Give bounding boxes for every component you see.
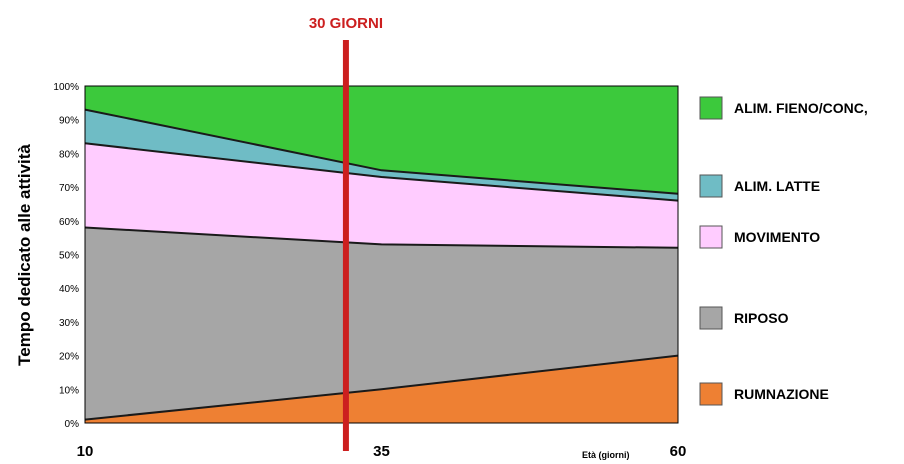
y-tick-label: 80%: [59, 149, 79, 160]
chart-boundaries: [84, 108, 679, 421]
marker-label: 30 GIORNI: [309, 15, 383, 32]
y-axis-label: Tempo dedicato alle attività: [15, 144, 34, 366]
y-tick-label: 20%: [59, 352, 79, 363]
boundary-line: [84, 354, 679, 421]
legend-label: RIPOSO: [734, 310, 789, 326]
legend-label: ALIM. FIENO/CONC,: [734, 100, 868, 116]
y-axis: 0% 10% 20% 30% 40% 50% 60% 70% 80% 90% 100%: [53, 82, 79, 430]
x-axis-label: Età (giorni): [582, 450, 630, 460]
legend-swatch: [699, 174, 723, 198]
boundary-line: [84, 226, 679, 249]
legend-label: ALIM. LATTE: [734, 178, 820, 194]
x-tick-label: 60: [670, 443, 687, 460]
legend-label: MOVIMENTO: [734, 229, 820, 245]
y-tick-label: 0%: [65, 419, 80, 430]
area-alim-latte: [85, 109, 678, 201]
legend-swatch: [699, 96, 723, 120]
y-tick-label: 30%: [59, 318, 79, 329]
area-alim-fieno-conc: [85, 86, 678, 194]
plot-frame: [84, 85, 679, 424]
legend-swatch: [699, 382, 723, 406]
chart-areas: [85, 86, 678, 423]
x-tick-label: 10: [77, 443, 94, 460]
y-tick-label: 10%: [59, 385, 79, 396]
legend: ALIM. FIENO/CONC, ALIM. LATTE MOVIMENTO RIP…: [699, 96, 868, 406]
x-axis: 10 35 60: [77, 443, 687, 460]
y-tick-label: 60%: [59, 217, 79, 228]
boundary-line: [84, 142, 679, 202]
y-tick-label: 70%: [59, 183, 79, 194]
y-tick-label: 40%: [59, 284, 79, 295]
y-tick-label: 50%: [59, 251, 79, 262]
y-tick-label: 100%: [53, 82, 79, 93]
area-movimento: [85, 143, 678, 248]
legend-swatch: [699, 306, 723, 330]
legend-swatch: [699, 225, 723, 249]
x-tick-label: 35: [373, 443, 390, 460]
boundary-line: [84, 108, 679, 195]
y-tick-label: 90%: [59, 116, 79, 127]
legend-label: RUMNAZIONE: [734, 386, 829, 402]
